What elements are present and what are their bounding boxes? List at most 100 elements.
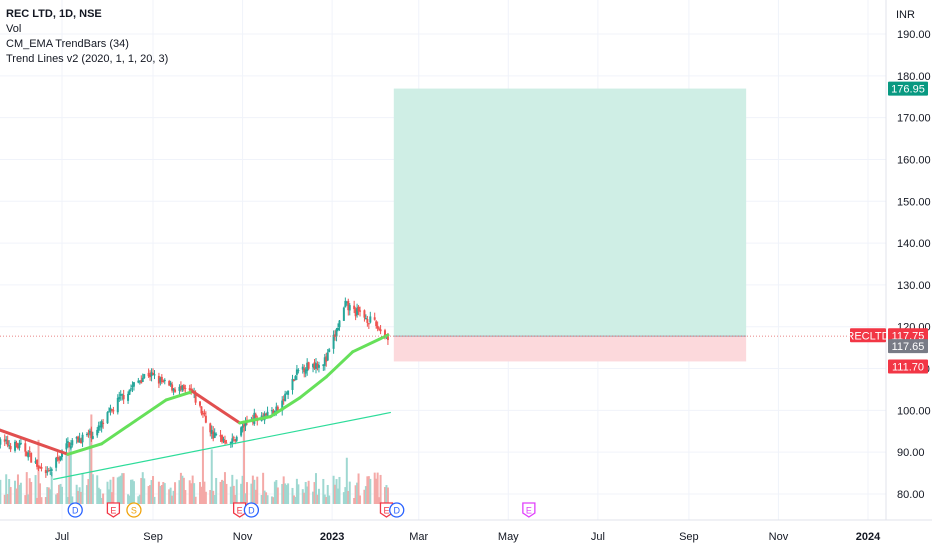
candle-body [171, 384, 174, 391]
candle-body [116, 397, 119, 413]
volume-bar [231, 474, 234, 504]
volume-bar [367, 476, 370, 504]
candle-body [141, 377, 144, 382]
candle-body [121, 394, 124, 396]
volume-bar [99, 489, 102, 504]
ema-segment [0, 428, 41, 446]
volume-bar [8, 479, 11, 504]
volume-bar [193, 483, 196, 504]
symbol-title[interactable]: REC LTD, 1D, NSE [6, 8, 102, 20]
volume-bar [159, 486, 162, 504]
trend-line[interactable] [53, 411, 391, 480]
indicator-volume[interactable]: Vol [6, 23, 22, 35]
earnings-icon [522, 502, 536, 518]
candle-body [326, 352, 329, 361]
stop-zone[interactable] [393, 336, 747, 362]
candle-body [209, 423, 212, 433]
volume-bar [253, 479, 256, 504]
volume-bar [150, 480, 153, 504]
candle-body [97, 425, 100, 431]
volume-bar [38, 483, 41, 504]
volume-bar [77, 490, 80, 504]
candle-body [275, 406, 278, 411]
event-marker-dividend[interactable]: D [67, 502, 83, 518]
candle-body [204, 415, 207, 423]
volume-bar [344, 487, 347, 504]
candle-body [253, 412, 256, 424]
candle-body [127, 393, 130, 401]
candle-body [19, 442, 22, 444]
volume-bar [102, 493, 105, 504]
event-marker-earnings[interactable]: E [379, 502, 394, 518]
event-marker-split[interactable]: S [126, 502, 142, 518]
candle-body [69, 446, 72, 449]
volume-bar [332, 475, 335, 504]
candle-body [375, 321, 378, 327]
volume-bar [212, 490, 215, 504]
candle-body [143, 374, 146, 379]
volume-bar [213, 495, 216, 504]
candle-body [221, 435, 224, 442]
candle-body [112, 410, 115, 412]
volume-bar [316, 494, 319, 504]
candle-body [119, 394, 122, 396]
target-zone[interactable] [393, 88, 747, 337]
candle-body [287, 390, 290, 395]
event-marker-earnings[interactable]: E [232, 502, 247, 518]
time-axis[interactable]: Jul Sep Nov 2023 Mar May Jul Sep Nov 2024 [0, 519, 932, 543]
candle-body [174, 389, 177, 392]
candle-body [344, 300, 347, 308]
volume-bar [112, 476, 115, 504]
candle-body [40, 466, 43, 469]
candle-body [50, 469, 53, 472]
volume-bar [335, 479, 338, 504]
volume-bar [87, 479, 90, 504]
price-tick-label: 170.00 [897, 113, 931, 125]
volume-bar [30, 481, 33, 504]
indicator-ema-trendbars[interactable]: CM_EMA TrendBars (34) [6, 38, 129, 50]
long-position-tool[interactable] [393, 88, 747, 362]
volume-bar [204, 491, 207, 504]
candle-body [87, 433, 90, 435]
volume-bar [313, 482, 316, 504]
volume-bar [128, 495, 131, 504]
candle-body [66, 441, 69, 443]
volume-bar [241, 475, 244, 504]
candle-body [301, 366, 304, 370]
event-marker-earnings[interactable]: E [106, 502, 121, 518]
price-tick-label: 190.00 [897, 29, 931, 41]
volume-bar [5, 474, 8, 504]
candle-body [49, 469, 52, 472]
event-marker-dividend[interactable]: D [243, 502, 260, 518]
candle-body [254, 414, 257, 418]
candle-body [25, 451, 28, 457]
volume-bar [19, 482, 22, 504]
volume-bar [14, 480, 17, 504]
candle-body [369, 316, 372, 323]
candle-body [378, 328, 381, 330]
support-trend-line[interactable] [53, 411, 391, 480]
volume-bar [50, 472, 53, 504]
candle-body [235, 436, 238, 441]
stop-price-label: 111.70 [892, 361, 924, 373]
indicator-trend-lines[interactable]: Trend Lines v2 (2020, 1, 1, 20, 3) [6, 53, 169, 65]
event-marker-dividend[interactable]: D [389, 502, 405, 518]
time-tick-label: Mar [409, 531, 428, 543]
time-tick-label: Nov [233, 531, 253, 543]
volume-bar [15, 488, 18, 504]
volume-bar [107, 489, 110, 504]
volume-bar [251, 475, 254, 504]
volume-bar [143, 478, 146, 504]
price-tick-label: 90.00 [897, 447, 925, 459]
price-axis[interactable]: INR 190.00 180.00 170.00 160.00 150.00 140.00… [885, 0, 931, 520]
volume-bar [16, 474, 19, 504]
volume-bar [191, 475, 194, 504]
volume-bar [47, 487, 50, 504]
candle-body [78, 438, 81, 443]
last-price-label-bg [888, 328, 928, 343]
event-marker-earnings-future[interactable]: E [522, 502, 536, 518]
volume-bar [337, 488, 340, 504]
volume-bar [171, 495, 174, 504]
